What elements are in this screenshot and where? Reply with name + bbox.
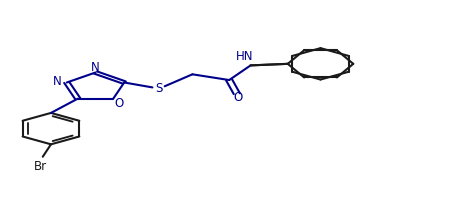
Text: HN: HN <box>236 50 253 63</box>
Text: O: O <box>115 97 124 110</box>
Text: Br: Br <box>34 160 47 173</box>
Text: N: N <box>53 75 61 87</box>
Text: N: N <box>91 61 100 74</box>
Text: O: O <box>233 91 243 104</box>
Text: S: S <box>156 82 163 95</box>
